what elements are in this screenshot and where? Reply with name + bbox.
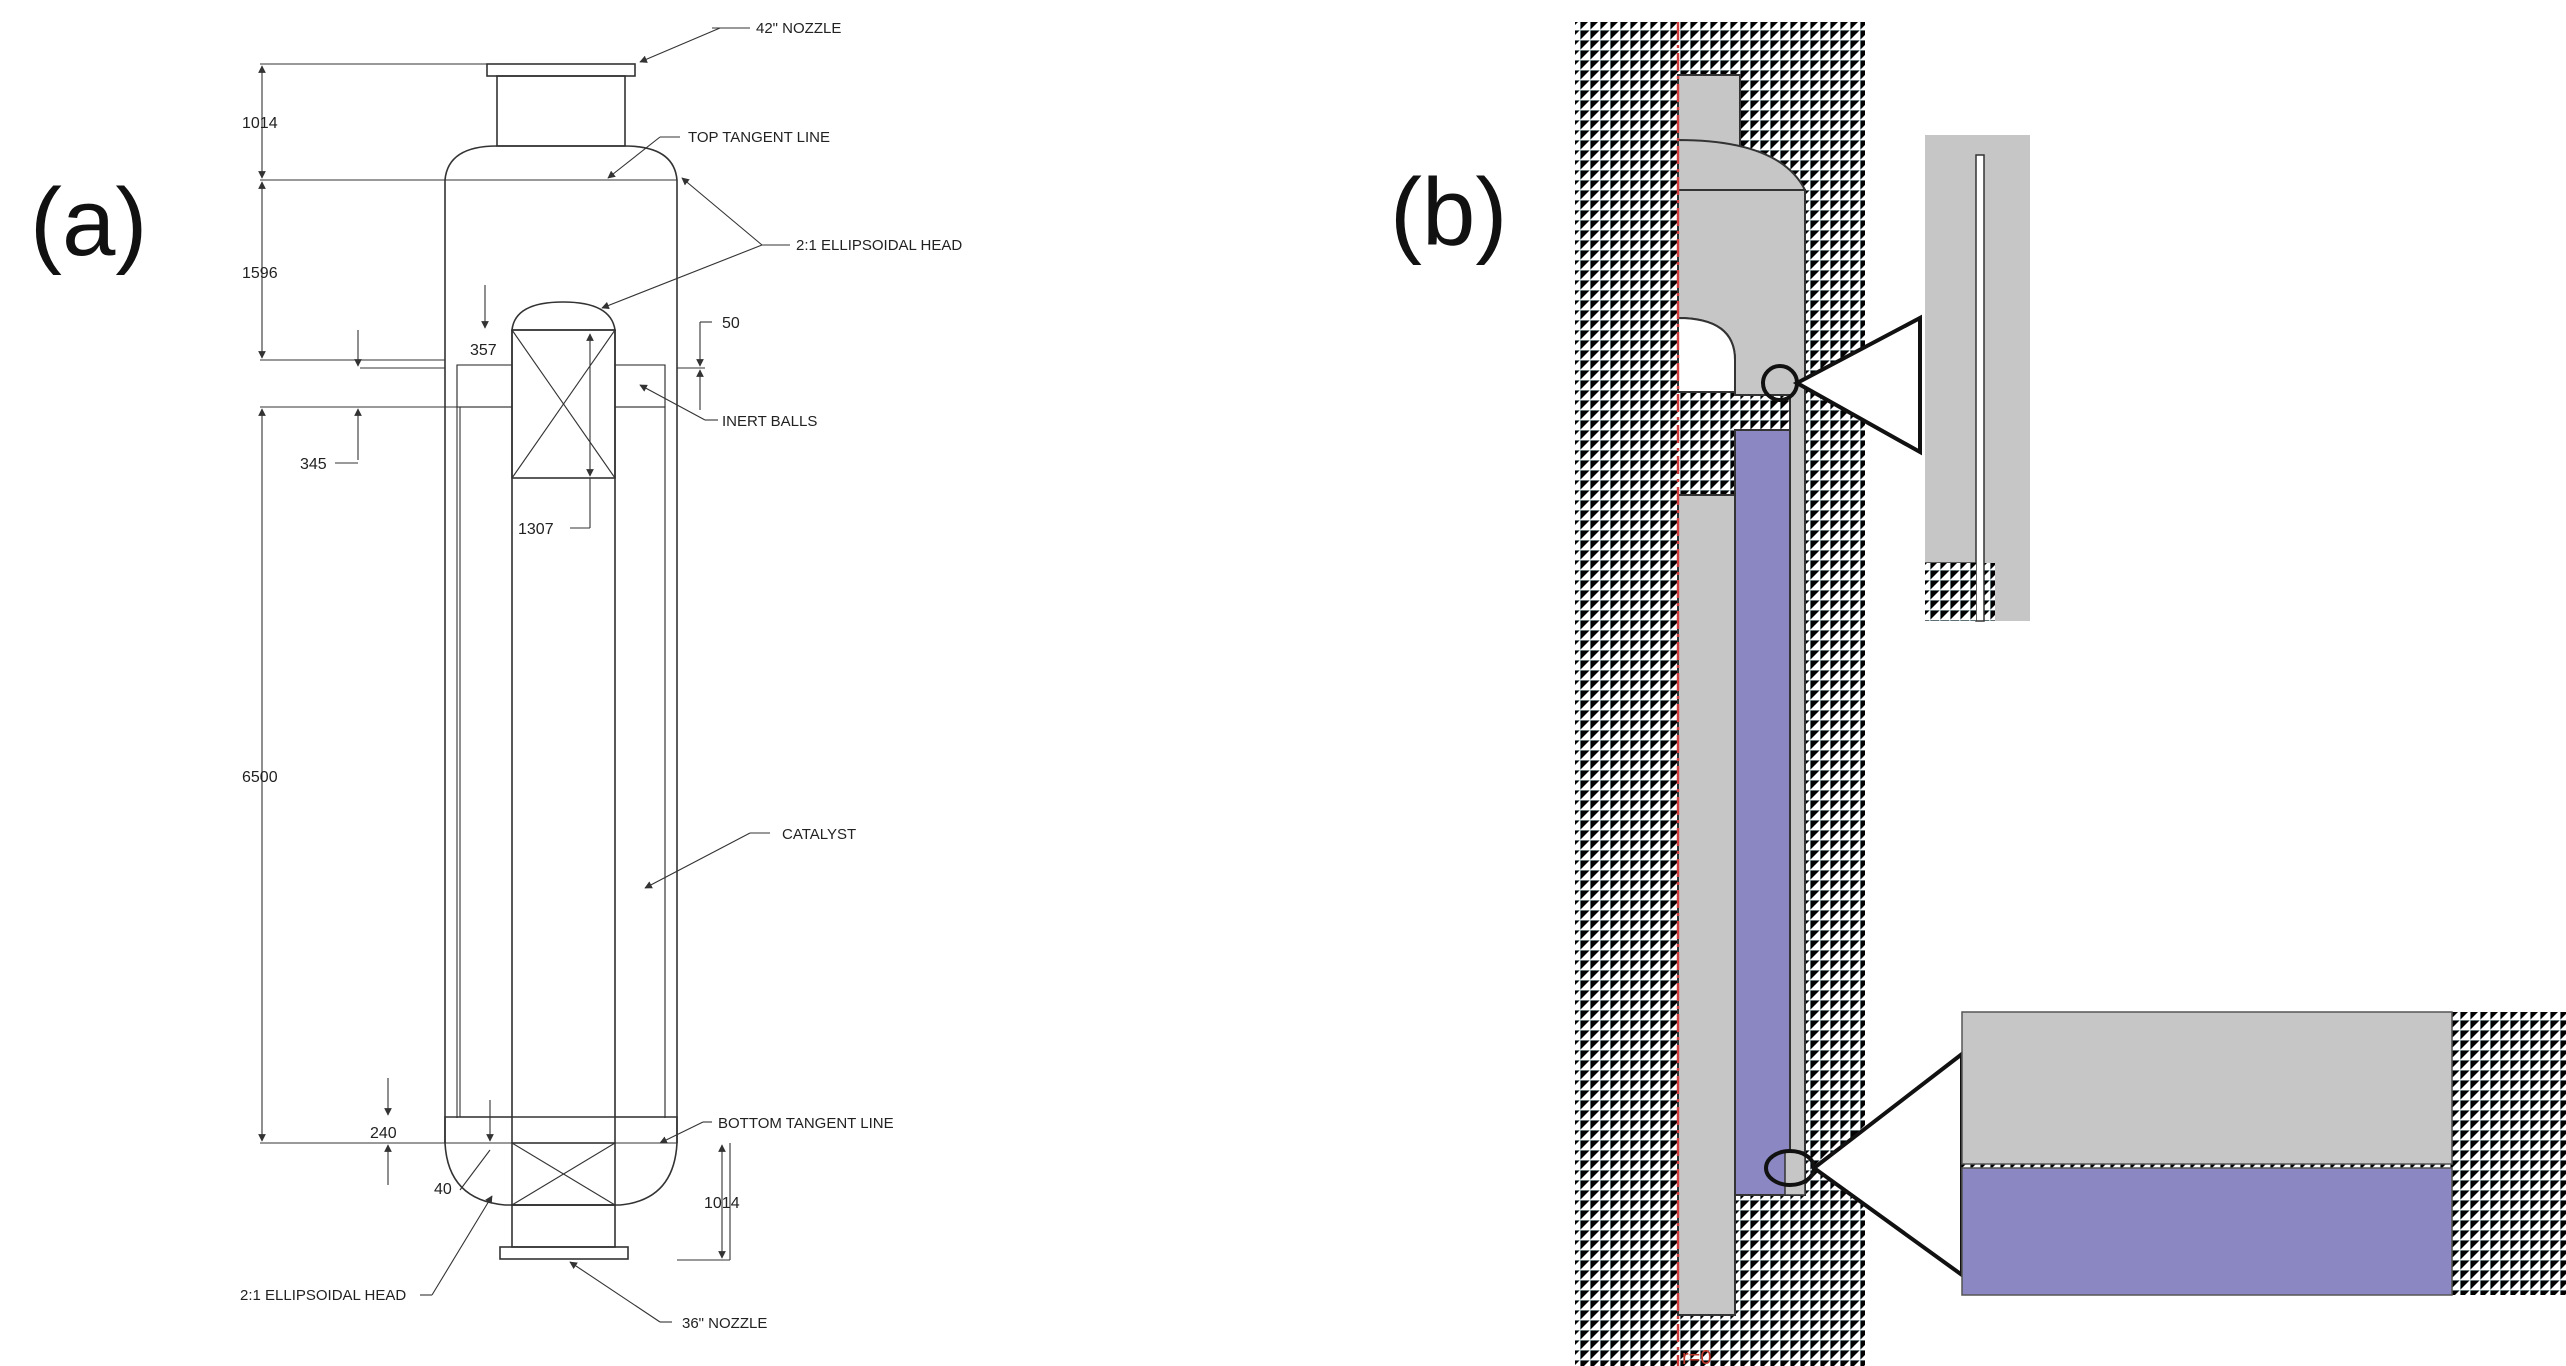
leader-nozzle-top bbox=[639, 27, 721, 63]
bottom-nozzle-neck bbox=[511, 1204, 616, 1248]
dim-40: 40 bbox=[434, 1181, 452, 1198]
catalyst-bed-right bbox=[614, 406, 666, 1118]
top-head-region bbox=[1677, 138, 1807, 191]
dim-345: 345 bbox=[300, 456, 327, 473]
inert-balls-right bbox=[614, 364, 666, 408]
leader-inert bbox=[639, 384, 706, 421]
callout-leaders bbox=[420, 27, 790, 1323]
zoom-inset-top-lowmesh bbox=[1925, 563, 1976, 621]
label-ellipsoidal-head-bottom: 2:1 ELLIPSOIDAL HEAD bbox=[240, 1287, 406, 1304]
center-tube-head bbox=[511, 301, 616, 331]
leader-head-top-a bbox=[681, 177, 763, 246]
dim-6500: 6500 bbox=[242, 769, 278, 786]
zoom-inset-bottom-solid bbox=[1961, 1011, 2453, 1165]
label-42-nozzle: 42" NOZZLE bbox=[756, 20, 841, 37]
zoom-inset-top-gap bbox=[1975, 154, 1985, 622]
top-cross-box bbox=[511, 329, 616, 479]
zoom-inset-top bbox=[1925, 135, 2030, 622]
label-top-tangent-line: TOP TANGENT LINE bbox=[688, 129, 830, 146]
dim-50: 50 bbox=[722, 315, 740, 332]
dimension-lines bbox=[258, 63, 731, 1261]
label-ellipsoidal-head-top: 2:1 ELLIPSOIDAL HEAD bbox=[796, 237, 962, 254]
head-cavity bbox=[1677, 316, 1736, 393]
leader-tangent-top bbox=[607, 136, 661, 179]
leader-head-bottom bbox=[431, 1195, 493, 1296]
dim-1307: 1307 bbox=[518, 521, 554, 538]
dim-1014-bottom: 1014 bbox=[704, 1195, 740, 1212]
leader-catalyst bbox=[644, 832, 751, 889]
axis-label-r0: r=0 bbox=[1682, 1347, 1711, 1366]
dim-357: 357 bbox=[470, 342, 497, 359]
inert-balls-left bbox=[456, 364, 513, 408]
label-bottom-tangent-line: BOTTOM TANGENT LINE bbox=[718, 1115, 894, 1132]
zoom-pointer-top bbox=[1792, 314, 1922, 456]
bottom-wall-corner bbox=[1784, 1151, 1806, 1196]
label-36-nozzle: 36" NOZZLE bbox=[682, 1315, 767, 1332]
panel-a: (a) bbox=[30, 20, 962, 1332]
dim-40-leader bbox=[459, 1149, 491, 1191]
catalyst-bed-region bbox=[1734, 429, 1791, 1196]
dim-1014-top: 1014 bbox=[242, 115, 278, 132]
leader-nozzle-bottom bbox=[569, 1261, 661, 1323]
top-head bbox=[444, 145, 678, 181]
panel-b: (b) r=0 bbox=[1390, 22, 2566, 1366]
zoom-inset-bottom bbox=[1961, 1011, 2566, 1296]
dim-1596: 1596 bbox=[242, 265, 278, 282]
zoom-inset-bottom-catalyst bbox=[1961, 1167, 2453, 1296]
cad-geometry bbox=[1677, 74, 1807, 1316]
catalyst-bed-left bbox=[459, 406, 513, 1118]
leader-head-top-b bbox=[601, 244, 763, 310]
top-nozzle-flange bbox=[486, 63, 636, 77]
top-nozzle-neck bbox=[496, 75, 626, 147]
leader-tangent-bottom bbox=[659, 1121, 704, 1144]
zoom-inset-top-wall bbox=[1995, 135, 2030, 621]
top-cross-diag-b bbox=[511, 329, 616, 479]
label-inert-balls: INERT BALLS bbox=[722, 413, 817, 430]
bottom-head bbox=[444, 1116, 678, 1206]
panel-a-label: (a) bbox=[30, 169, 147, 276]
bottom-cross-diag-b bbox=[511, 1142, 616, 1206]
dim-240: 240 bbox=[370, 1125, 397, 1142]
bottom-nozzle-flange bbox=[499, 1246, 629, 1260]
inner-tube-region bbox=[1677, 494, 1736, 1316]
panel-b-label: (b) bbox=[1390, 159, 1507, 266]
reactor-drawing bbox=[360, 63, 705, 1260]
label-catalyst: CATALYST bbox=[782, 826, 856, 843]
